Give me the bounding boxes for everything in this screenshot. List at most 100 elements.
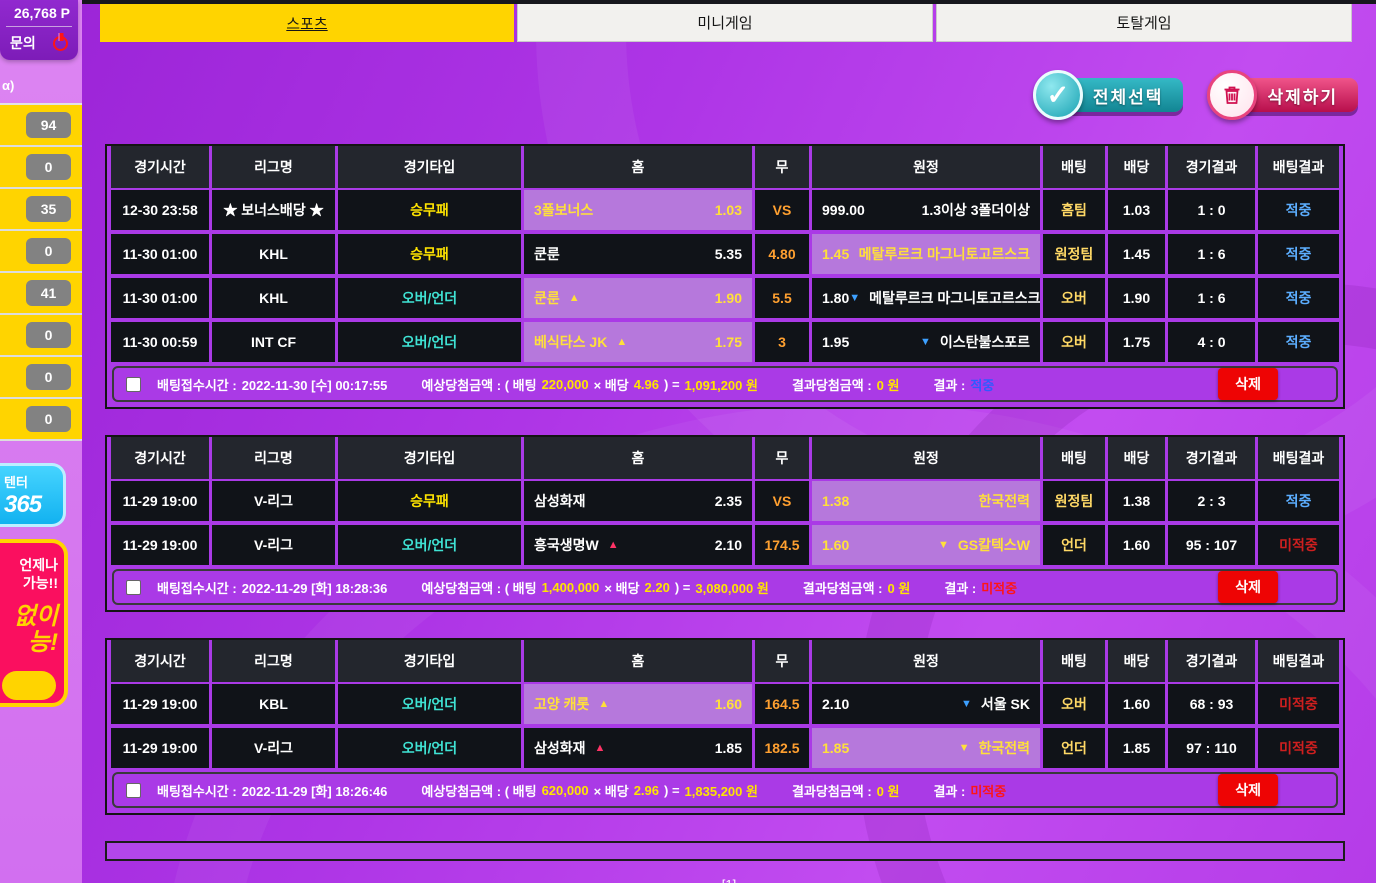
- tab-minigame[interactable]: 미니게임: [517, 4, 933, 42]
- result-value: 미적중: [970, 783, 1007, 799]
- up-arrow-icon: ▲: [568, 292, 580, 304]
- bet-result-cell: 적중: [1258, 190, 1339, 230]
- bet-pick-cell: 원정팀: [1043, 234, 1105, 274]
- odds-cell: 1.90: [1108, 278, 1165, 318]
- divider: [6, 26, 72, 27]
- bet-pick-cell: 오버: [1043, 322, 1105, 362]
- expected-amount-value: 1,091,200 원: [684, 377, 758, 393]
- column-header: 무: [755, 146, 809, 188]
- game-type-cell: 오버/언더: [338, 728, 521, 768]
- sidebar-menu-item[interactable]: 0: [0, 147, 82, 189]
- select-all-button[interactable]: ✓ 전체선택: [1032, 70, 1184, 120]
- odds-cell: 1.03: [1108, 190, 1165, 230]
- delete-bet-button[interactable]: 삭제: [1218, 368, 1278, 400]
- home-odds: 2.10: [714, 537, 742, 553]
- away-odds: 999.00: [822, 202, 865, 218]
- sidebar-menu-item[interactable]: 0: [0, 231, 82, 273]
- equals-label: ) =: [664, 376, 680, 392]
- bet-slip: 경기시간 리그명 경기타입 홈 무 원정 배팅 배당 경기결과 배팅결과 11-29 19:00 KB…: [105, 638, 1345, 815]
- away-team-cell: 999.00 1.3이상 3폴더이상: [812, 190, 1040, 230]
- bet-checkbox[interactable]: [126, 579, 141, 595]
- result-label: 결과 :: [933, 783, 966, 799]
- draw-cell: 5.5: [755, 278, 809, 318]
- main-content: 스포츠 미니게임 토탈게임 ✓ 전체선택 삭제하기 경기시간 리그명 경기타입 홈 무 원…: [82, 0, 1376, 883]
- delete-all-button[interactable]: 삭제하기: [1207, 70, 1358, 120]
- sidebar-menu-item[interactable]: 35: [0, 189, 82, 231]
- home-odds: 1.85: [714, 740, 742, 756]
- league-cell: KHL: [212, 278, 335, 318]
- pagination-page-1[interactable]: [1]: [82, 877, 1376, 883]
- up-arrow-icon: ▲: [598, 698, 610, 710]
- sidebar-menu-item[interactable]: 0: [0, 315, 82, 357]
- column-header: 리그명: [212, 640, 335, 682]
- draw-cell: 3: [755, 322, 809, 362]
- odds-value: 2.20: [644, 579, 670, 595]
- logout-power-icon[interactable]: [53, 35, 68, 51]
- home-odds: 5.35: [714, 246, 742, 262]
- menu-count-badge: 0: [26, 322, 71, 348]
- team-name-text: 1.3이상 3폴더이상: [921, 202, 1030, 218]
- odds-value: 4.96: [633, 376, 659, 392]
- column-header: 무: [755, 640, 809, 682]
- sidebar-menu-item[interactable]: 41: [0, 273, 82, 315]
- home-odds: 1.75: [714, 334, 742, 350]
- menu-count-badge: 35: [26, 196, 71, 222]
- inquiry-link[interactable]: 문의: [10, 35, 36, 51]
- bet-result-cell: 미적중: [1258, 728, 1339, 768]
- team-name-text: 3폴보너스: [534, 202, 594, 218]
- draw-cell: VS: [755, 190, 809, 230]
- result-value: 미적중: [981, 580, 1018, 596]
- game-type-cell: 오버/언더: [338, 525, 521, 565]
- away-team-cell: 1.45 메탈루르크 마그니토고르스크: [812, 234, 1040, 274]
- column-header: 배팅결과: [1258, 146, 1339, 188]
- delete-bet-button[interactable]: 삭제: [1218, 774, 1278, 806]
- away-team-cell: 1.85 ▼ 한국전력: [812, 728, 1040, 768]
- down-arrow-icon: ▼: [919, 336, 931, 348]
- result-amount-label: 결과당첨금액 :: [791, 783, 872, 799]
- bet-time-value: 2022-11-29 [화] 18:26:46: [241, 783, 388, 799]
- result-value: 적중: [970, 377, 995, 393]
- away-odds: 1.95: [822, 334, 850, 350]
- column-header: 홈: [524, 146, 752, 188]
- down-arrow-icon: ▼: [938, 539, 949, 551]
- empty-row-strip: [105, 841, 1345, 861]
- league-cell: INT CF: [212, 322, 335, 362]
- delete-bet-button[interactable]: 삭제: [1218, 571, 1278, 603]
- sidebar-menu-item[interactable]: 0: [0, 357, 82, 399]
- tab-totalgame[interactable]: 토탈게임: [936, 4, 1352, 42]
- odds-cell: 1.45: [1108, 234, 1165, 274]
- home-team-cell: 흥국생명W ▲ 2.10: [524, 525, 752, 565]
- tab-sports[interactable]: 스포츠: [100, 4, 514, 42]
- call-center-banner[interactable]: 텐터 365: [0, 463, 66, 527]
- bet-checkbox[interactable]: [126, 376, 141, 392]
- home-odds: 1.03: [714, 202, 742, 218]
- game-time-cell: 11-29 19:00: [111, 684, 209, 724]
- league-cell: KBL: [212, 684, 335, 724]
- team-name-text: 메탈루르크 마그니토고르스크: [869, 290, 1040, 306]
- promo-text: 언제나: [19, 557, 58, 573]
- down-arrow-icon: ▼: [961, 698, 972, 710]
- result-amount-value: 0 원: [876, 377, 900, 393]
- score-cell: 4 : 0: [1168, 322, 1255, 362]
- promo-text: 없이: [13, 603, 58, 630]
- menu-count-badge: 41: [26, 280, 71, 306]
- bet-pick-cell: 언더: [1043, 728, 1105, 768]
- promo-banner[interactable]: 언제나 가능!! 없이 능!: [0, 539, 68, 707]
- result-label: 결과 :: [944, 580, 977, 596]
- expected-amount-value: 1,835,200 원: [684, 783, 758, 799]
- score-cell: 95 : 107: [1168, 525, 1255, 565]
- bet-checkbox[interactable]: [126, 782, 141, 798]
- promo-button[interactable]: [2, 670, 56, 700]
- sidebar: 26,768 P 문의 α) 94 0 35 0 41 0 0 0 텐터 365 언제나 가능…: [0, 0, 82, 883]
- sidebar-menu-item[interactable]: 0: [0, 399, 82, 441]
- team-name-text: 흥국생명W: [534, 537, 599, 553]
- bet-slip-list: 경기시간 리그명 경기타입 홈 무 원정 배팅 배당 경기결과 배팅결과 12-30 23:58 ★ …: [105, 144, 1345, 815]
- game-type-cell: 오버/언더: [338, 278, 521, 318]
- column-header: 배팅: [1043, 640, 1105, 682]
- trash-icon: [1207, 70, 1258, 120]
- menu-count-badge: 94: [26, 112, 71, 138]
- away-odds: 1.80: [822, 290, 850, 306]
- away-team-name: ▼ 서울 SK: [961, 694, 1030, 714]
- points-balance: 26,768 P: [13, 5, 70, 21]
- sidebar-menu-item[interactable]: 94: [0, 105, 82, 147]
